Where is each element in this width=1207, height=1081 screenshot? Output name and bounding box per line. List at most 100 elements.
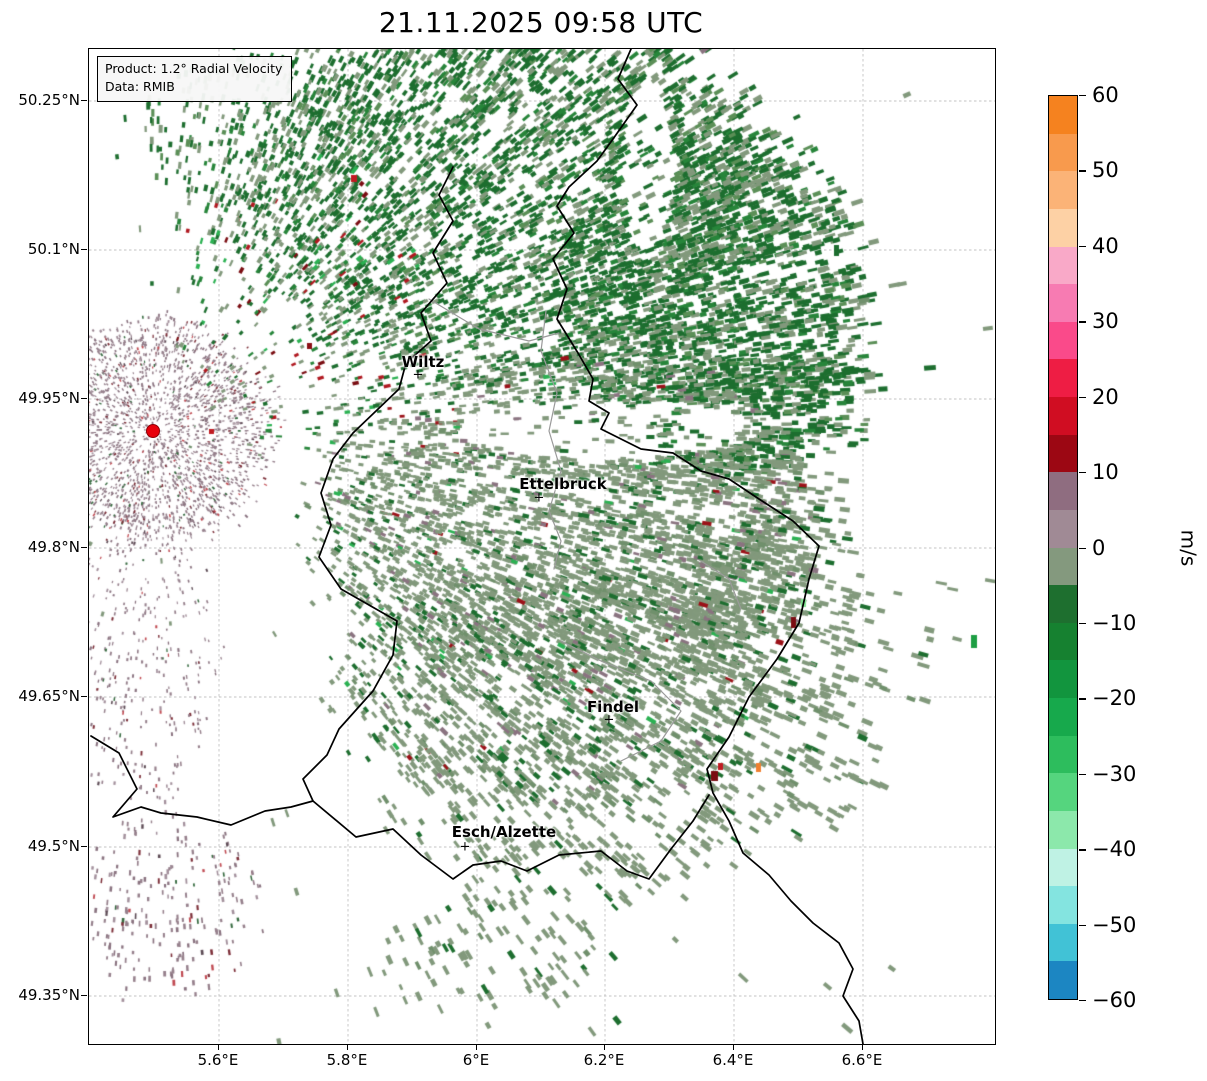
colorbar-tick-mark — [1079, 472, 1086, 474]
city-label: Findel — [586, 698, 640, 716]
colorbar-segment — [1049, 321, 1077, 360]
lat-tick-mark — [81, 995, 87, 997]
city-marker-icon: + — [603, 712, 615, 728]
lat-tick-label: 49.65°N — [18, 687, 80, 705]
colorbar-tick-mark — [1079, 321, 1086, 323]
colorbar-segment — [1049, 284, 1077, 322]
city-label: Ettelbruck — [519, 475, 607, 493]
colorbar-segment — [1049, 660, 1077, 698]
colorbar-segment — [1049, 735, 1077, 774]
colorbar-segment — [1049, 246, 1077, 285]
national-border-southwest — [90, 735, 314, 826]
lat-tick-label: 49.35°N — [18, 986, 80, 1004]
national-border-east — [552, 49, 864, 1044]
lat-tick-label: 49.8°N — [27, 538, 80, 556]
lat-tick-mark — [81, 249, 87, 251]
lon-tick-mark — [347, 1044, 349, 1050]
colorbar-tick-mark — [1079, 849, 1086, 851]
colorbar-tick-label: −40 — [1092, 837, 1137, 862]
map-plot: Product: 1.2° Radial Velocity Data: RMIB… — [88, 48, 996, 1045]
product-info-box: Product: 1.2° Radial Velocity Data: RMIB — [97, 56, 293, 103]
colorbar-unit-label: m/s — [1176, 529, 1201, 567]
city-label: Wiltz — [401, 353, 445, 371]
product-line: Product: 1.2° Radial Velocity — [105, 61, 283, 76]
colorbar-segment — [1049, 698, 1077, 736]
lon-tick-mark — [862, 1044, 864, 1050]
lat-tick-label: 50.1°N — [27, 240, 80, 258]
colorbar-segment — [1049, 208, 1077, 247]
colorbar-tick-label: −10 — [1092, 610, 1137, 635]
colorbar-tick-mark — [1079, 1000, 1086, 1002]
colorbar-tick-mark — [1079, 95, 1086, 97]
colorbar-segment — [1049, 133, 1077, 172]
colorbar-tick-mark — [1079, 698, 1086, 700]
city-marker-icon: + — [459, 839, 471, 855]
colorbar-tick-mark — [1079, 396, 1086, 399]
radar-echo-field — [89, 49, 995, 1044]
colorbar-tick-label: 0 — [1092, 535, 1106, 560]
colorbar-tick-label: 50 — [1092, 158, 1119, 183]
city-marker-icon: + — [412, 367, 424, 383]
lon-tick-label: 6°E — [462, 1051, 490, 1069]
lon-tick-mark — [733, 1044, 735, 1050]
colorbar-segment — [1049, 585, 1077, 623]
lat-tick-mark — [81, 398, 87, 400]
colorbar-tick-mark — [1079, 170, 1086, 172]
colorbar-tick-mark — [1079, 245, 1086, 248]
lon-tick-mark — [218, 1044, 220, 1050]
lat-tick-label: 50.25°N — [18, 91, 80, 109]
colorbar-segment — [1049, 810, 1077, 849]
lat-tick-mark — [81, 846, 87, 848]
colorbar-segment — [1049, 434, 1077, 473]
country-borders — [90, 49, 864, 1044]
colorbar-segment — [1049, 96, 1077, 134]
colorbar-tick-label: −20 — [1092, 686, 1137, 711]
colorbar-tick-label: 30 — [1092, 309, 1119, 334]
colorbar-segment — [1049, 171, 1077, 209]
colorbar-tick-label: −50 — [1092, 912, 1137, 937]
colorbar-tick-mark — [1079, 773, 1086, 776]
colorbar-segment — [1049, 773, 1077, 811]
colorbar-segment — [1049, 923, 1077, 962]
colorbar-tick-mark — [1079, 622, 1086, 625]
colorbar-segment — [1049, 622, 1077, 661]
lon-tick-label: 5.6°E — [197, 1051, 239, 1069]
district-border-east — [700, 560, 742, 610]
radar-site-marker — [146, 424, 160, 438]
lat-tick-label: 49.5°N — [27, 837, 80, 855]
lon-tick-label: 6.4°E — [712, 1051, 754, 1069]
colorbar-segment — [1049, 509, 1077, 548]
figure-title: 21.11.2025 09:58 UTC — [378, 6, 704, 39]
colorbar-segment — [1049, 886, 1077, 924]
colorbar-tick-label: 40 — [1092, 233, 1119, 258]
colorbar — [1048, 95, 1078, 1000]
colorbar-segment — [1049, 961, 1077, 999]
lon-tick-mark — [604, 1044, 606, 1050]
colorbar-tick-label: 20 — [1092, 384, 1119, 409]
colorbar-tick-label: −60 — [1092, 988, 1137, 1012]
colorbar-segment — [1049, 547, 1077, 586]
lon-tick-label: 6.2°E — [583, 1051, 625, 1069]
district-border-north — [428, 298, 560, 342]
colorbar-tick-mark — [1079, 924, 1086, 926]
national-border-west — [302, 166, 710, 880]
colorbar-tick-label: 60 — [1092, 83, 1119, 107]
lon-tick-mark — [476, 1044, 478, 1050]
colorbar-segment — [1049, 848, 1077, 887]
lon-tick-label: 6.6°E — [841, 1051, 883, 1069]
colorbar-tick-label: −30 — [1092, 761, 1137, 786]
lat-tick-mark — [81, 100, 87, 102]
lon-tick-label: 5.8°E — [326, 1051, 368, 1069]
colorbar-tick-label: 10 — [1092, 460, 1119, 485]
district-border-river — [540, 310, 562, 570]
lat-tick-mark — [81, 696, 87, 698]
lat-tick-label: 49.95°N — [18, 389, 80, 407]
city-marker-icon: + — [533, 490, 545, 506]
lat-tick-mark — [81, 547, 87, 549]
city-label: Esch/Alzette — [451, 823, 557, 841]
colorbar-segment — [1049, 472, 1077, 510]
colorbar-tick-mark — [1079, 547, 1086, 549]
district-border-findel — [560, 640, 682, 762]
colorbar-segment — [1049, 359, 1077, 397]
